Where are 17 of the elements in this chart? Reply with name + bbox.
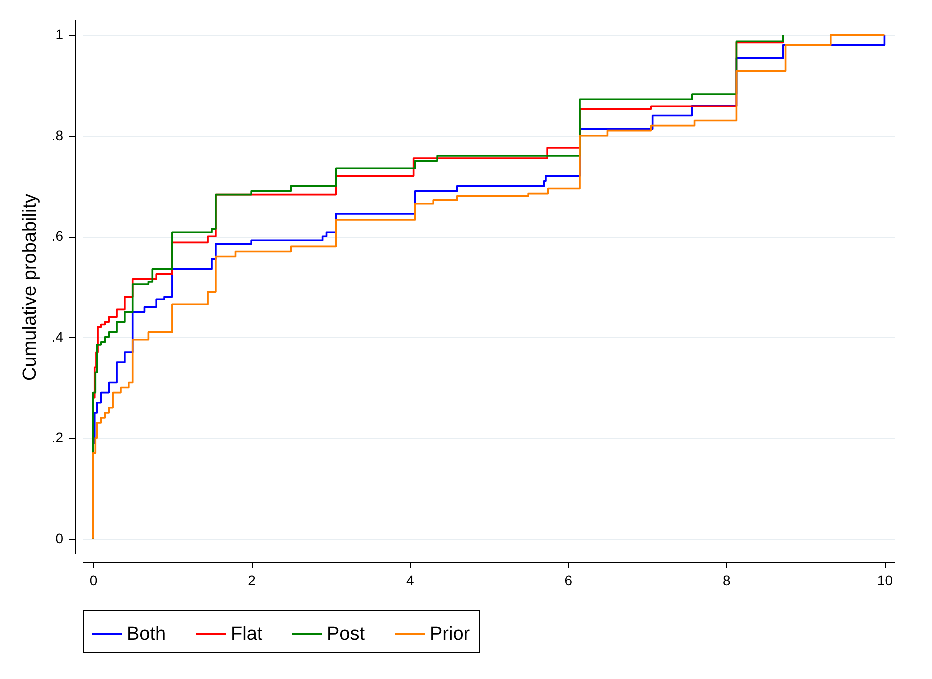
x-tick-label: 8 (723, 572, 732, 588)
x-tick-label: 2 (248, 572, 256, 588)
legend-label: Post (327, 624, 366, 645)
x-tick-label: 0 (90, 572, 98, 588)
y-tick-label: 1 (56, 26, 64, 43)
x-tick-label: 10 (877, 572, 894, 588)
x-tick-label: 4 (406, 572, 414, 588)
y-tick-label: .8 (52, 127, 64, 144)
y-tick-label: .4 (52, 328, 64, 345)
y-tick-label: .6 (52, 228, 64, 244)
x-tick-label: 6 (564, 572, 573, 588)
y-tick-label: .2 (52, 430, 64, 446)
legend-label: Both (127, 624, 166, 645)
legend-label: Flat (231, 624, 264, 645)
y-axis-title: Cumulative probability (20, 194, 41, 381)
legend-label: Prior (430, 624, 471, 645)
y-tick-label: 0 (56, 530, 64, 546)
